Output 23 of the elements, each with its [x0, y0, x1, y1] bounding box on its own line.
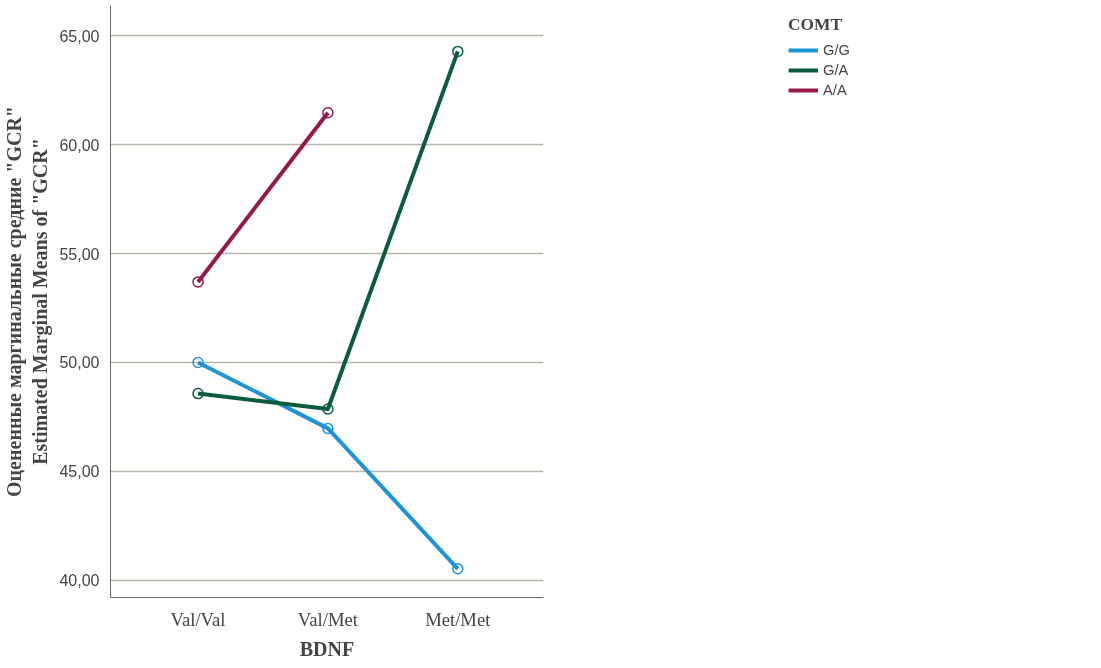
legend-label: A/A: [823, 82, 847, 98]
y-tick-label: 60,00: [59, 136, 100, 154]
point: [322, 107, 334, 119]
x-tick-label: Val/Val: [170, 608, 226, 630]
x-tick-label: Met/Met: [425, 608, 492, 630]
legend-title: COMT: [788, 15, 843, 35]
y-tick-label: 65,00: [59, 27, 100, 45]
legend-label: G/G: [823, 42, 850, 58]
point: [192, 356, 204, 369]
y-axis-title: Оцененные маргинальные средние "GCR" Estimated Marginal Means of "GCR": [3, 106, 53, 497]
y-tick-label: 50,00: [59, 354, 100, 372]
point: [452, 45, 464, 58]
x-tick-label: Val/Met: [297, 608, 359, 630]
point: [322, 403, 334, 415]
point: [192, 276, 204, 288]
x-axis-title: BDNF: [299, 637, 355, 660]
point: [322, 422, 334, 435]
y-tick-label: 45,00: [59, 463, 100, 481]
point: [192, 387, 204, 400]
y-tick-label: 55,00: [59, 245, 100, 263]
legend-label: G/A: [823, 62, 849, 78]
point: [452, 563, 464, 575]
y-tick-label: 40,00: [59, 572, 100, 590]
